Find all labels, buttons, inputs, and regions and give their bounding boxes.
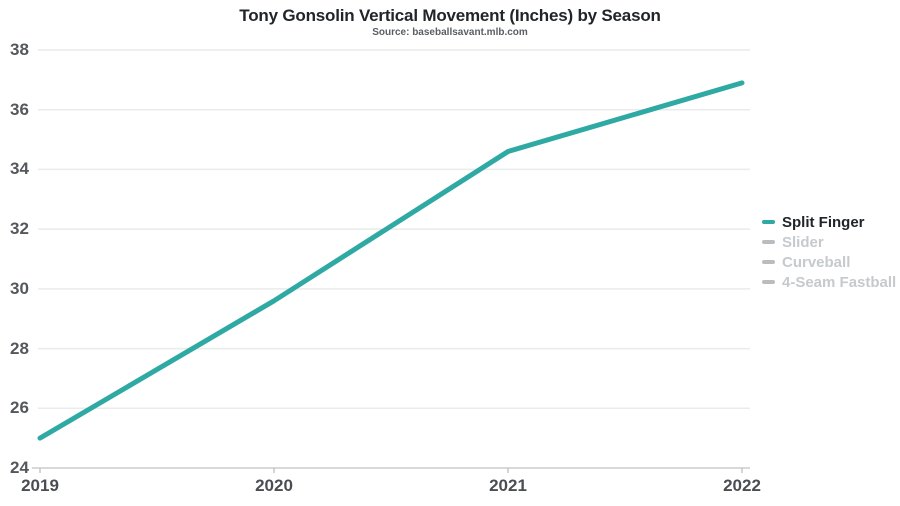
y-tick-label: 36: [10, 99, 29, 119]
legend-label: Split Finger: [782, 213, 865, 231]
x-tick-label: 2019: [21, 476, 59, 495]
x-tick-label: 2021: [489, 476, 527, 495]
x-tick-label: 2020: [255, 476, 293, 495]
legend-swatch: [762, 260, 775, 264]
y-tick-label: 28: [10, 338, 29, 358]
series-line-split-finger: [37, 80, 745, 441]
y-tick-label: 32: [10, 219, 29, 239]
legend-label: Curveball: [782, 253, 851, 271]
legend-item-4-seam-fastball[interactable]: 4-Seam Fastball: [762, 272, 896, 292]
legend-item-curveball[interactable]: Curveball: [762, 252, 896, 272]
y-tick-label: 34: [10, 159, 29, 179]
chart-title: Tony Gonsolin Vertical Movement (Inches)…: [239, 6, 661, 25]
chart-legend: Split Finger Slider Curveball 4-Seam Fastba…: [762, 212, 896, 292]
y-tick-label: 30: [10, 278, 29, 298]
x-tick-label: 2022: [723, 476, 761, 495]
chart-subtitle: Source: baseballsavant.mlb.com: [372, 27, 528, 38]
legend-item-split-finger[interactable]: Split Finger: [762, 212, 896, 232]
legend-label: Slider: [782, 233, 824, 251]
y-tick-label: 38: [10, 40, 29, 59]
y-tick-label: 24: [10, 458, 29, 477]
y-tick-label: 26: [10, 398, 29, 418]
legend-swatch: [762, 240, 775, 244]
legend-swatch: [762, 220, 775, 224]
legend-label: 4-Seam Fastball: [782, 273, 897, 291]
legend-item-slider[interactable]: Slider: [762, 232, 896, 252]
legend-swatch: [762, 280, 775, 284]
